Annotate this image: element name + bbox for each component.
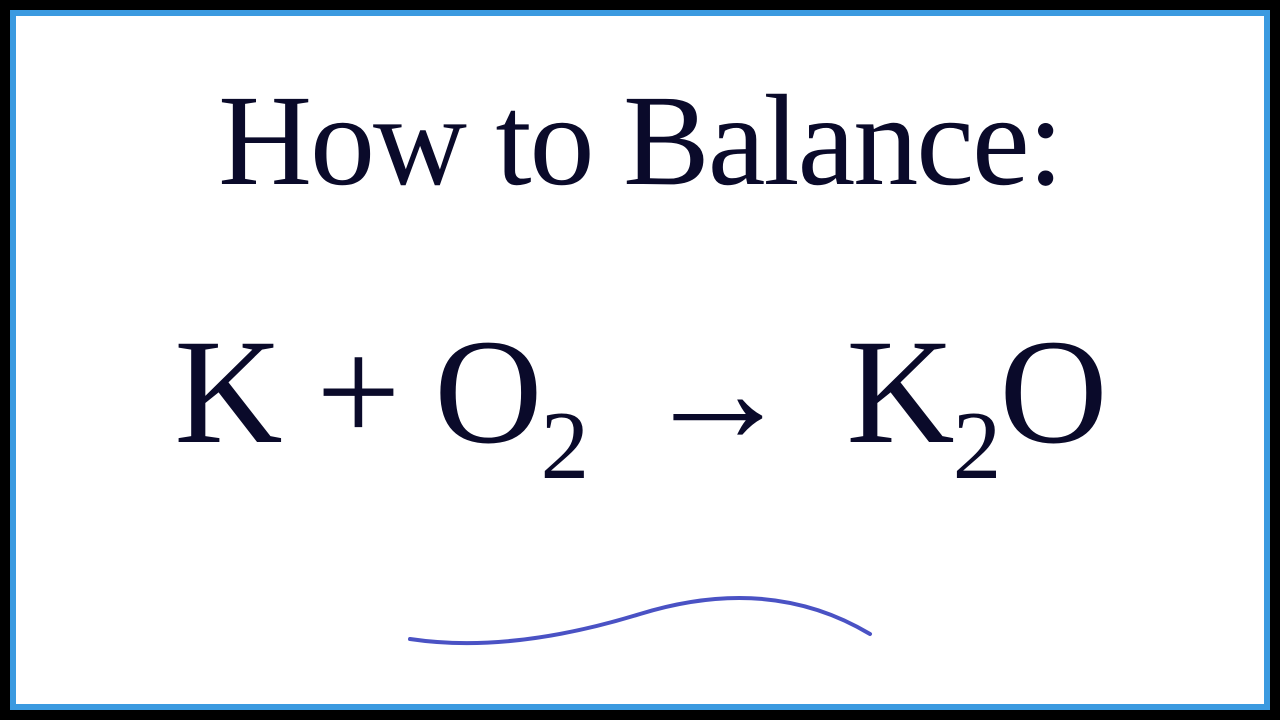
chemical-equation: K + O2 → K2O: [76, 306, 1204, 497]
reactant-2-subscript: 2: [541, 392, 588, 500]
slide-title: How to Balance:: [76, 66, 1204, 216]
slide-frame: How to Balance: K + O2 → K2O: [10, 10, 1270, 710]
reaction-arrow: →: [643, 306, 791, 478]
reactant-2-base: O: [434, 309, 540, 475]
product-subscript: 2: [953, 392, 1000, 500]
product-base-1: K: [846, 309, 952, 475]
plus-sign: +: [281, 309, 435, 475]
product-base-2: O: [999, 309, 1105, 475]
decorative-swoosh: [390, 584, 890, 664]
reactant-1: K: [174, 309, 280, 475]
